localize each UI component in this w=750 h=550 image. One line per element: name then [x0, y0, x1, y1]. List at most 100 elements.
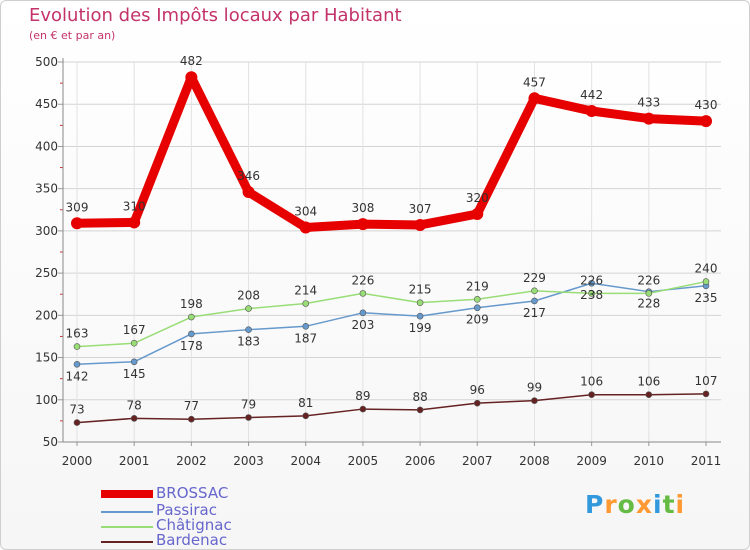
data-label-passirac: 199: [409, 321, 432, 335]
data-point-bardenac: [245, 414, 252, 421]
data-point-passirac: [359, 309, 367, 317]
data-label-chtignac: 240: [695, 262, 718, 276]
x-tick-label: 2007: [462, 454, 493, 468]
logo-letter: P: [585, 490, 605, 519]
data-label-passirac: 203: [351, 318, 374, 332]
data-label-brossac: 310: [123, 199, 146, 213]
data-point-chtignac: [473, 295, 481, 303]
legend-swatch-brossac: [101, 490, 153, 498]
series-line-brossac: [72, 72, 711, 233]
series-line-bardenac: [76, 393, 707, 424]
data-point-brossac: [128, 216, 141, 229]
legend-label-bardenac: Bardenac: [156, 531, 228, 549]
data-label-brossac: 309: [66, 200, 89, 214]
data-label-brossac: 482: [180, 54, 203, 68]
data-point-passirac: [531, 297, 538, 305]
data-label-passirac: 178: [180, 339, 203, 353]
data-label-chtignac: 229: [523, 271, 546, 285]
y-tick-label: 200: [35, 308, 58, 322]
data-point-bardenac: [188, 415, 195, 423]
data-point-bardenac: [588, 391, 595, 399]
data-label-bardenac: 99: [527, 381, 542, 395]
data-point-chtignac: [416, 299, 424, 306]
data-point-brossac: [700, 115, 712, 128]
data-label-chtignac: 215: [409, 283, 432, 297]
data-point-chtignac: [531, 287, 538, 295]
x-tick-label: 2009: [576, 454, 607, 468]
data-label-bardenac: 81: [298, 396, 313, 410]
data-point-passirac: [416, 312, 424, 320]
data-point-chtignac: [588, 290, 595, 297]
x-tick-label: 2001: [119, 454, 150, 468]
data-point-chtignac: [702, 278, 710, 285]
y-tick-label: 450: [35, 97, 58, 111]
legend-swatch-chatignac: [101, 526, 153, 528]
y-tick-label: 150: [35, 351, 58, 365]
data-label-bardenac: 79: [241, 398, 256, 412]
data-label-brossac: 442: [580, 88, 603, 102]
data-point-chtignac: [245, 305, 252, 312]
data-point-brossac: [242, 186, 255, 199]
data-label-brossac: 430: [695, 98, 718, 112]
data-point-bardenac: [473, 399, 481, 407]
logo-letter: o: [617, 490, 636, 519]
data-label-chtignac: 163: [66, 327, 89, 341]
data-label-brossac: 307: [409, 202, 432, 216]
data-point-bardenac: [302, 412, 310, 420]
data-label-brossac: 308: [351, 201, 374, 215]
data-label-brossac: 346: [237, 169, 260, 183]
data-label-passirac: 228: [637, 297, 660, 311]
y-tick-label: 500: [35, 55, 58, 69]
data-label-bardenac: 89: [355, 389, 370, 403]
data-point-chtignac: [188, 313, 195, 321]
data-point-bardenac: [359, 405, 367, 413]
logo-letter: i: [653, 490, 663, 519]
legend-swatch-passirac: [101, 511, 153, 513]
data-label-chtignac: 226: [351, 273, 374, 287]
x-tick-label: 2008: [519, 454, 550, 468]
data-label-bardenac: 73: [69, 403, 84, 417]
data-point-chtignac: [302, 300, 310, 307]
data-point-brossac: [356, 218, 369, 231]
legend-swatch-bardenac: [101, 541, 153, 543]
data-label-brossac: 433: [637, 96, 660, 110]
data-label-brossac: 304: [294, 205, 317, 219]
x-tick-label: 2010: [634, 454, 665, 468]
data-point-brossac: [642, 112, 655, 125]
logo-letter: t: [662, 490, 676, 519]
chart-title: Evolution des Impôts locaux par Habitant: [29, 5, 402, 26]
x-tick-label: 2005: [348, 454, 379, 468]
data-point-chtignac: [73, 343, 81, 350]
data-label-bardenac: 96: [470, 383, 485, 397]
data-point-passirac: [302, 323, 310, 330]
data-label-bardenac: 107: [695, 374, 718, 388]
y-tick-label: 250: [35, 266, 58, 280]
data-labels-layer: 309 310 482 346 304 308 307 320 457 442 433 430 142 1…: [66, 54, 718, 416]
data-point-bardenac: [130, 415, 138, 422]
data-point-chtignac: [645, 290, 653, 297]
data-point-passirac: [73, 361, 81, 368]
data-point-brossac: [585, 104, 598, 117]
data-point-bardenac: [416, 406, 424, 414]
series-line-chtignac: [76, 280, 707, 348]
logo-letter: r: [604, 490, 618, 519]
legend-label-passirac: Passirac: [156, 501, 217, 519]
data-label-chtignac: 214: [294, 284, 317, 298]
data-label-chtignac: 208: [237, 289, 260, 303]
data-point-bardenac: [73, 419, 81, 426]
data-point-brossac: [185, 71, 198, 84]
data-point-brossac: [414, 218, 427, 231]
data-label-passirac: 235: [695, 291, 718, 305]
data-point-passirac: [588, 279, 595, 287]
data-point-brossac: [471, 208, 484, 220]
data-point-chtignac: [130, 339, 138, 347]
data-label-bardenac: 77: [184, 399, 199, 413]
data-label-passirac: 238: [580, 288, 603, 302]
data-label-brossac: 457: [523, 75, 546, 89]
x-tick-label: 2000: [62, 454, 93, 468]
data-label-passirac: 145: [123, 367, 146, 381]
series-line-passirac: [76, 282, 707, 366]
data-label-chtignac: 198: [180, 297, 203, 311]
data-label-chtignac: 167: [123, 323, 146, 337]
